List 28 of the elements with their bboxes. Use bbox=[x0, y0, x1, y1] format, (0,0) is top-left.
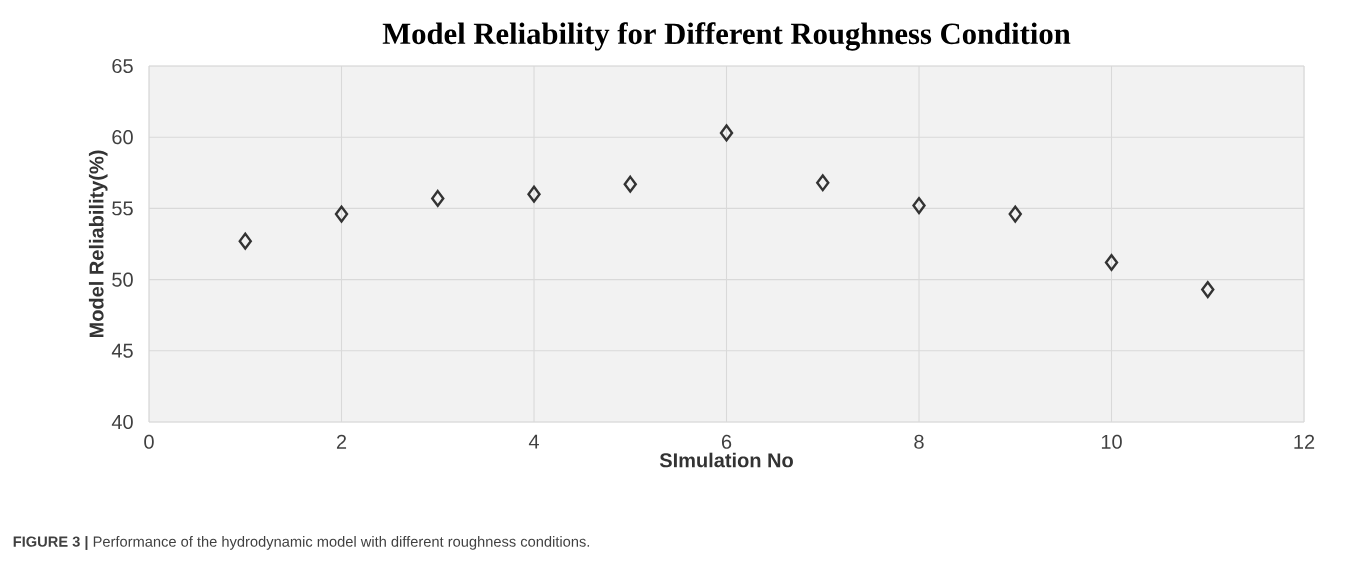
y-tick-label: 55 bbox=[112, 201, 133, 216]
y-tick-label: 40 bbox=[111, 414, 133, 430]
point bbox=[1104, 253, 1119, 272]
y-tick-label: 65 bbox=[112, 58, 133, 74]
x-tick-label: 2 bbox=[336, 434, 347, 449]
y-tick-label: 50 bbox=[112, 272, 133, 287]
y-axis-title: Model Reliability(%) bbox=[88, 150, 108, 338]
x-tick-label: 0 bbox=[144, 434, 154, 449]
x-tick-label: 10 bbox=[1101, 434, 1122, 449]
point bbox=[912, 197, 926, 215]
y-tick-label: 60 bbox=[112, 130, 133, 145]
point bbox=[238, 232, 252, 250]
x-tick-label: 8 bbox=[914, 434, 924, 449]
point bbox=[1008, 205, 1022, 223]
chart-title: Model Reliability for Different Roughness Condition bbox=[382, 22, 1071, 51]
x-axis-title: SImulation No bbox=[659, 452, 793, 468]
point bbox=[334, 205, 349, 223]
point bbox=[1201, 281, 1215, 299]
x-tick-label: 12 bbox=[1294, 434, 1315, 449]
point bbox=[527, 185, 541, 203]
point bbox=[431, 189, 445, 207]
point bbox=[719, 124, 734, 142]
point bbox=[816, 174, 830, 192]
point bbox=[623, 175, 637, 193]
x-tick-label: 6 bbox=[721, 434, 732, 449]
y-tick-label: 45 bbox=[111, 343, 133, 358]
text: FIGURE 3 | Performance of the hydrodynamic model with different roughness conditions. bbox=[13, 536, 590, 550]
x-tick-label: 4 bbox=[528, 434, 539, 449]
